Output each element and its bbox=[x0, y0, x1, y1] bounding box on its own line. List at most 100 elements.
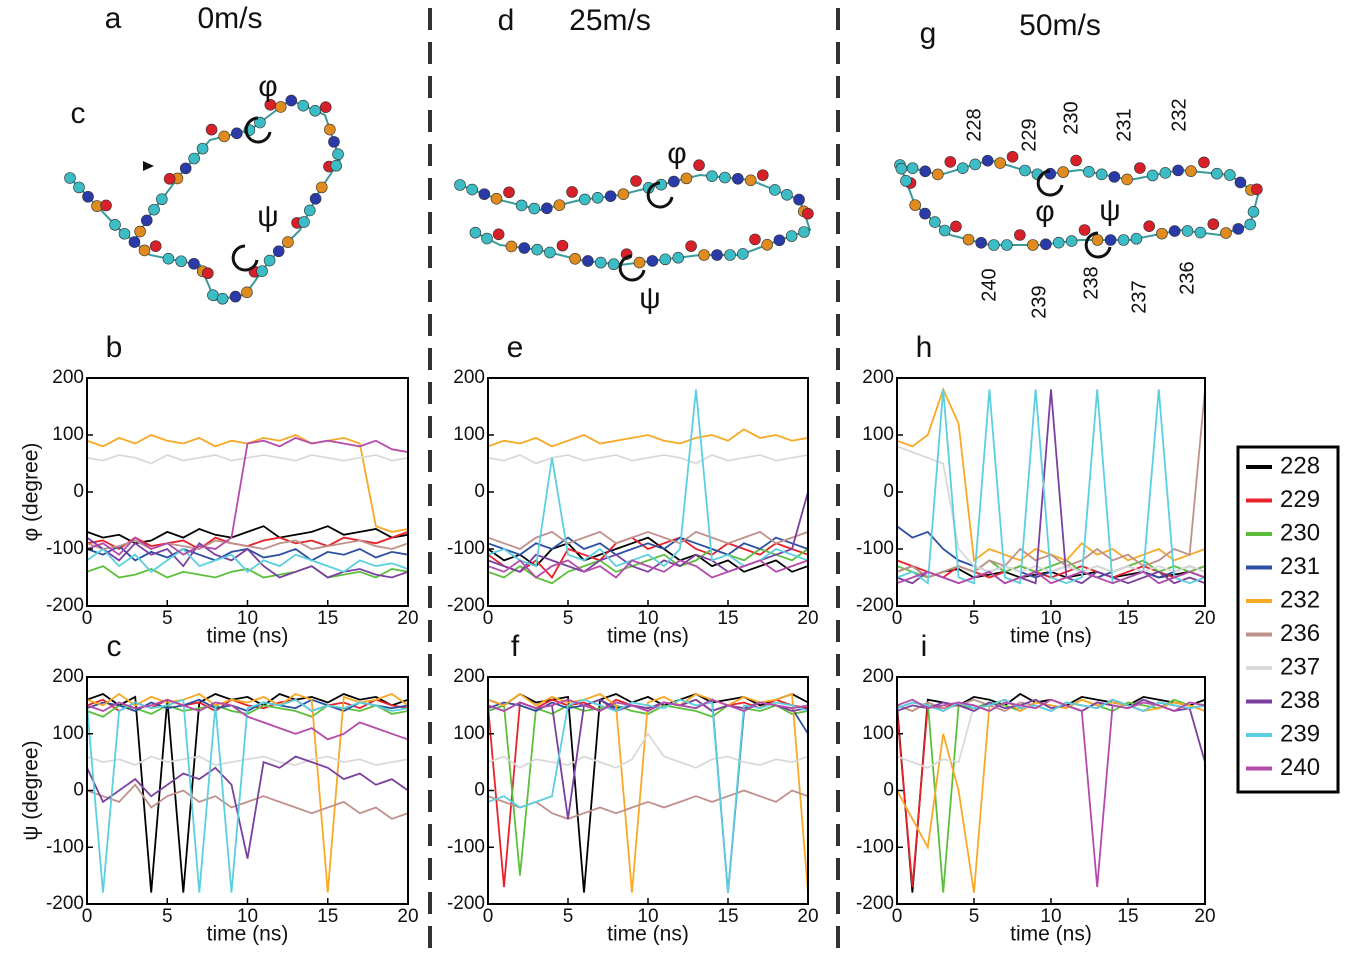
y-axis-label: φ (degree) bbox=[20, 443, 43, 542]
atom bbox=[309, 192, 322, 205]
x-tick-label: 10 bbox=[237, 906, 258, 927]
atom bbox=[216, 292, 229, 305]
series-line bbox=[87, 536, 408, 579]
atom bbox=[981, 154, 994, 167]
y-tick-label: 100 bbox=[862, 424, 894, 445]
atom bbox=[1121, 173, 1133, 186]
structure-label: c bbox=[71, 97, 86, 130]
atom bbox=[1108, 171, 1121, 183]
atom bbox=[541, 202, 553, 215]
atom bbox=[82, 190, 94, 203]
atom bbox=[711, 249, 723, 261]
series-line bbox=[488, 698, 808, 888]
atom bbox=[719, 171, 731, 184]
panel-letter: a bbox=[105, 2, 122, 35]
chart-letter: b bbox=[106, 331, 123, 364]
atom bbox=[950, 220, 962, 233]
atom bbox=[162, 252, 175, 265]
panel-letter: g bbox=[920, 17, 937, 50]
y-tick-label: 100 bbox=[52, 424, 84, 445]
atom bbox=[1057, 166, 1069, 178]
series-line bbox=[488, 732, 808, 769]
atom bbox=[617, 188, 630, 200]
atom bbox=[732, 172, 744, 185]
atom bbox=[297, 99, 310, 112]
atom bbox=[188, 152, 200, 165]
atom bbox=[956, 162, 969, 174]
structure-label: ψ bbox=[1099, 194, 1120, 227]
atom bbox=[757, 169, 769, 181]
residue-label: 237 bbox=[1128, 280, 1150, 313]
atom bbox=[1052, 236, 1065, 249]
y-tick-label: 0 bbox=[73, 481, 84, 502]
atom bbox=[140, 214, 153, 227]
plot-area bbox=[488, 389, 808, 585]
atom bbox=[218, 130, 230, 143]
atom bbox=[1168, 225, 1181, 237]
atom bbox=[1040, 238, 1052, 251]
atom bbox=[196, 142, 209, 155]
y-tick-label: -100 bbox=[447, 538, 485, 559]
atom bbox=[659, 253, 672, 266]
y-tick-label: 100 bbox=[453, 723, 485, 744]
series-line bbox=[87, 547, 408, 573]
x-tick-label: 5 bbox=[162, 608, 173, 629]
x-tick-label: 15 bbox=[717, 906, 738, 927]
structure-label: ψ bbox=[257, 200, 278, 233]
series-line bbox=[488, 692, 808, 893]
series-line bbox=[488, 428, 808, 448]
series-line bbox=[488, 547, 808, 585]
x-axis-label: time (ns) bbox=[207, 923, 289, 946]
atom bbox=[319, 101, 332, 114]
atom bbox=[202, 267, 214, 280]
atom bbox=[919, 207, 931, 220]
series-line bbox=[87, 698, 408, 893]
x-tick-label: 15 bbox=[1117, 906, 1138, 927]
series-line bbox=[87, 698, 408, 741]
residue-label: 232 bbox=[1168, 98, 1190, 131]
plot-area bbox=[488, 692, 808, 893]
atom bbox=[994, 157, 1006, 169]
series-line bbox=[488, 789, 808, 820]
atom bbox=[1211, 167, 1223, 180]
series-line bbox=[897, 698, 1205, 763]
atom bbox=[1134, 162, 1146, 174]
rotation-arrows bbox=[231, 116, 1112, 282]
atom bbox=[793, 193, 805, 206]
x-tick-label: 5 bbox=[563, 608, 574, 629]
atom bbox=[668, 175, 680, 188]
atom bbox=[324, 123, 336, 136]
x-axis-label: time (ns) bbox=[207, 625, 289, 648]
series-line bbox=[897, 445, 1205, 573]
x-tick-label: 20 bbox=[1194, 906, 1215, 927]
panel-speed: 0m/s bbox=[197, 2, 262, 35]
x-tick-label: 0 bbox=[483, 906, 494, 927]
y-tick-label: -100 bbox=[447, 836, 485, 857]
legend-label: 237 bbox=[1280, 653, 1320, 680]
atom bbox=[528, 202, 541, 215]
atom bbox=[1234, 176, 1247, 189]
y-tick-label: -200 bbox=[447, 595, 485, 616]
series-line bbox=[488, 704, 808, 876]
series-line bbox=[488, 692, 808, 893]
series-line bbox=[488, 389, 808, 568]
legend-label: 238 bbox=[1280, 687, 1320, 714]
series-line bbox=[897, 692, 1205, 893]
atom bbox=[1006, 150, 1019, 163]
x-tick-label: 0 bbox=[892, 608, 903, 629]
series-line bbox=[897, 698, 1205, 893]
atom bbox=[1014, 229, 1026, 241]
x-axis-label: time (ns) bbox=[1010, 923, 1092, 946]
legend-label: 240 bbox=[1280, 754, 1320, 781]
atom bbox=[231, 127, 243, 140]
atom bbox=[481, 232, 493, 245]
atom bbox=[207, 289, 219, 301]
atom bbox=[737, 248, 749, 260]
atom bbox=[315, 181, 328, 194]
atom bbox=[505, 240, 518, 253]
atom bbox=[285, 94, 298, 107]
atom bbox=[1146, 169, 1159, 182]
atom bbox=[179, 162, 192, 175]
y-tick-label: -200 bbox=[46, 893, 84, 914]
